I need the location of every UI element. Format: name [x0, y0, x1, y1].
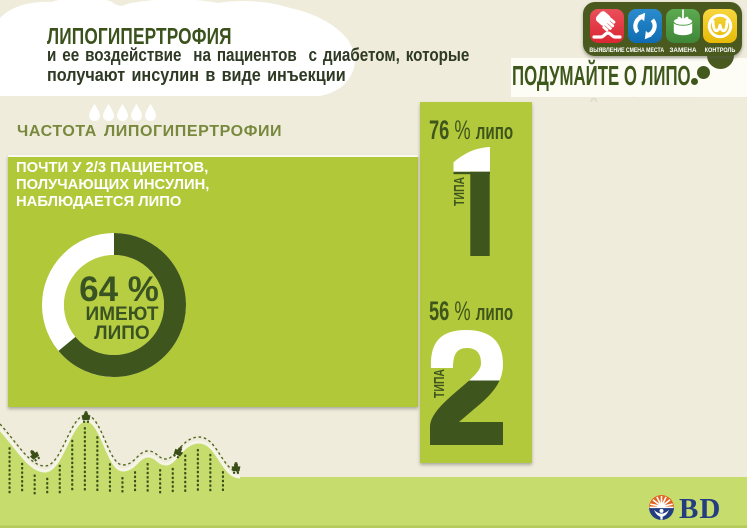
svg-text:ТИПА: ТИПА [430, 369, 447, 398]
svg-text:СМЕНА МЕСТА: СМЕНА МЕСТА [626, 48, 664, 55]
svg-text:ЗАМЕНА: ЗАМЕНА [669, 47, 696, 54]
svg-text:ТИПА: ТИПА [450, 177, 467, 206]
svg-text:ВЫЯВЛЕНИЕ: ВЫЯВЛЕНИЕ [589, 48, 624, 54]
svg-text:BD: BD [679, 493, 721, 523]
svg-text:КОНТРОЛЬ: КОНТРОЛЬ [705, 48, 736, 54]
